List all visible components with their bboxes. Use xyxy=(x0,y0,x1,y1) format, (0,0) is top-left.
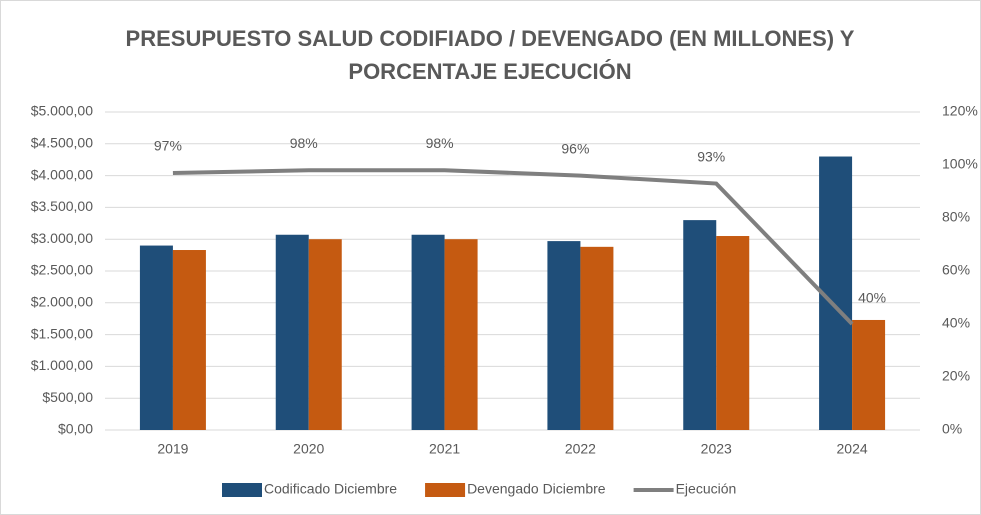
y-tick-label: $1.500,00 xyxy=(31,325,93,341)
legend-label: Devengado Diciembre xyxy=(467,481,606,497)
y-tick-label: $3.000,00 xyxy=(31,230,93,246)
bar xyxy=(852,319,886,430)
line xyxy=(172,168,854,326)
bar xyxy=(172,250,206,430)
y2-tick-label: 0% xyxy=(942,421,962,437)
legend-swatch xyxy=(222,483,262,497)
data-label: 98% xyxy=(426,135,454,151)
data-label: 97% xyxy=(154,138,182,154)
bar xyxy=(580,246,614,430)
legend-label: Codificado Diciembre xyxy=(264,481,397,497)
x-tick-label: 2023 xyxy=(701,441,732,457)
data-label: 40% xyxy=(858,290,886,306)
bar xyxy=(547,241,581,430)
bar xyxy=(683,220,717,430)
y2-tick-label: 40% xyxy=(942,315,970,331)
y-tick-label: $0,00 xyxy=(58,421,93,437)
data-label: 93% xyxy=(697,148,725,164)
y-tick-label: $1.000,00 xyxy=(31,357,93,373)
x-tick-label: 2021 xyxy=(429,441,460,457)
bar xyxy=(716,236,750,430)
y-tick-label: $4.000,00 xyxy=(31,166,93,182)
x-tick-label: 2022 xyxy=(565,441,596,457)
bar xyxy=(411,234,445,430)
y-tick-label: $4.500,00 xyxy=(31,135,93,151)
y2-tick-label: 60% xyxy=(942,262,970,278)
x-tick-label: 2019 xyxy=(157,441,188,457)
bar xyxy=(308,239,342,430)
y-tick-label: $5.000,00 xyxy=(31,103,93,119)
y-tick-label: $3.500,00 xyxy=(31,198,93,214)
bar xyxy=(275,234,309,430)
y-tick-label: $500,00 xyxy=(42,389,93,405)
x-tick-label: 2024 xyxy=(837,441,868,457)
y-tick-label: $2.500,00 xyxy=(31,262,93,278)
y2-tick-label: 80% xyxy=(942,209,970,225)
legend-swatch xyxy=(425,483,466,497)
y-tick-label: $2.000,00 xyxy=(31,294,93,310)
bar xyxy=(444,239,478,430)
y2-tick-label: 100% xyxy=(942,156,978,172)
data-label: 98% xyxy=(290,135,318,151)
chart-title: PRESUPUESTO SALUD CODIFIADO / DEVENGADO … xyxy=(125,26,855,84)
x-tick-label: 2020 xyxy=(293,441,324,457)
y2-tick-label: 20% xyxy=(942,368,970,384)
legend-label: Ejecución xyxy=(676,481,737,497)
bar xyxy=(139,245,173,430)
data-label: 96% xyxy=(561,140,589,156)
y2-tick-label: 120% xyxy=(942,103,978,119)
